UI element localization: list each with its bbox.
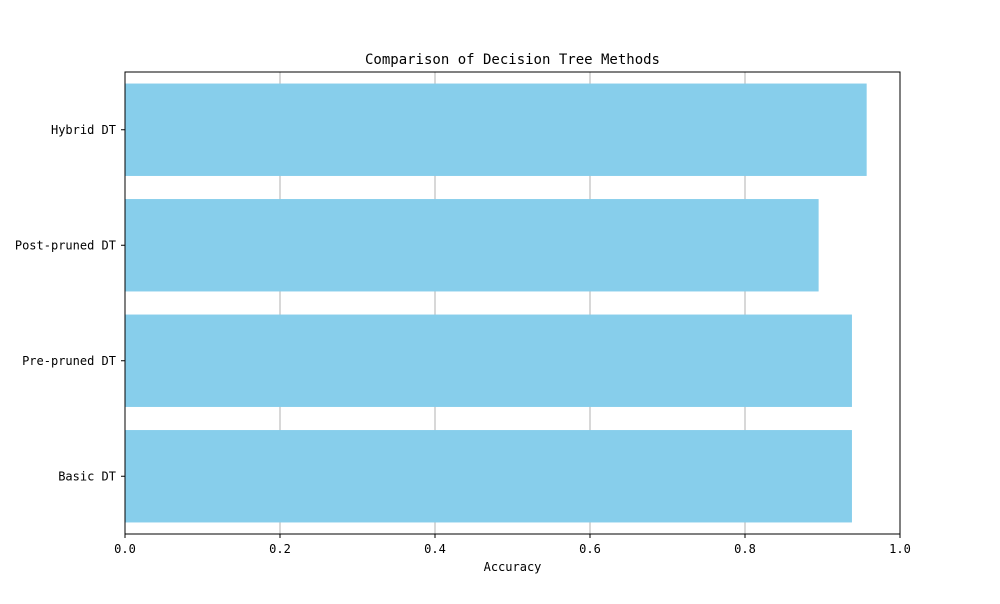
bars [125,83,867,523]
bar-0 [125,430,852,523]
x-tick-label-3: 0.6 [579,542,601,556]
y-tick-label-3: Hybrid DT [51,123,116,137]
x-tick-label-5: 1.0 [889,542,911,556]
y-tick-label-0: Basic DT [58,469,116,483]
plot-frame [124,71,901,535]
ticks: Basic DT Pre-pruned DT Post-pruned DT Hybri… [15,123,911,556]
x-tick-label-0: 0.0 [114,542,136,556]
x-tick-label-2: 0.4 [424,542,446,556]
x-tick-label-1: 0.2 [269,542,291,556]
bar-2 [125,199,819,292]
x-tick-label-4: 0.8 [734,542,756,556]
y-tick-label-1: Pre-pruned DT [22,354,116,368]
x-axis-label: Accuracy [484,560,542,574]
bar-1 [125,314,852,407]
axes [124,71,901,535]
bar-3 [125,83,867,176]
chart-title: Comparison of Decision Tree Methods [365,52,660,68]
y-tick-label-2: Post-pruned DT [15,238,116,252]
